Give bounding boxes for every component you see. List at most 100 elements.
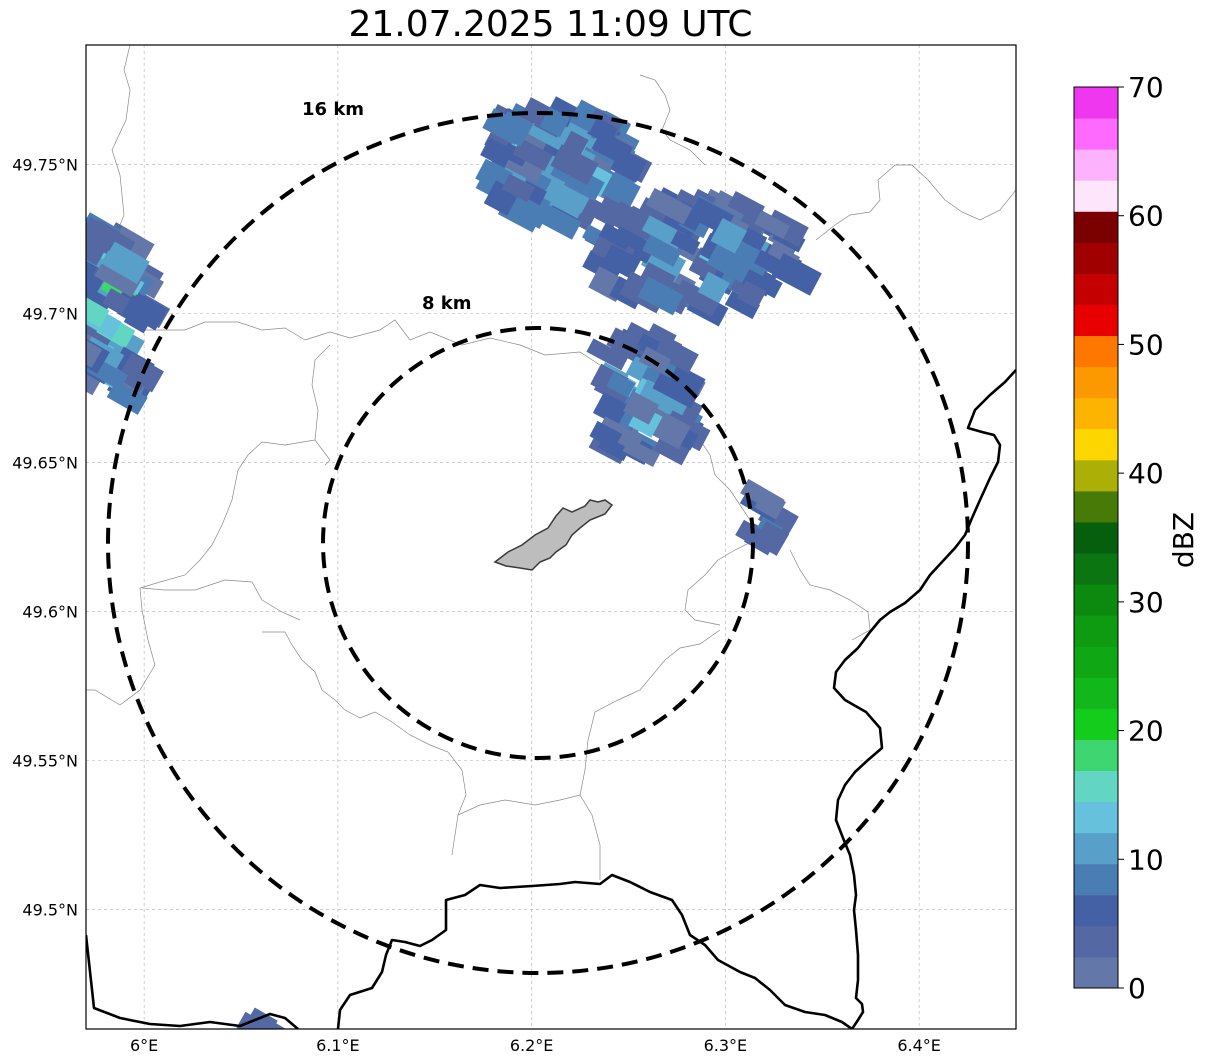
colorbar-tick-label: 40 xyxy=(1128,457,1164,490)
lon-tick-label: 6.2°E xyxy=(510,1036,554,1055)
colorbar-segment xyxy=(1074,397,1118,430)
radar-gate xyxy=(697,271,730,304)
lon-tick-label: 6.1°E xyxy=(316,1036,360,1055)
radar-gate xyxy=(480,137,514,168)
radar-gate xyxy=(606,371,636,398)
radar-gate xyxy=(653,335,699,374)
colorbar-segment xyxy=(1074,366,1118,399)
colorbar-tick-label: 60 xyxy=(1128,200,1164,233)
lat-tick-label: 49.6°N xyxy=(22,603,78,622)
radar-gate xyxy=(94,257,143,298)
colorbar-segment xyxy=(1074,428,1118,461)
colorbar-tick-label: 10 xyxy=(1128,843,1164,876)
colorbar-segment xyxy=(1074,770,1118,803)
lat-tick-label: 49.55°N xyxy=(12,752,78,771)
radar-gate xyxy=(771,253,822,296)
radar-gate xyxy=(586,338,629,371)
colorbar-tick-label: 0 xyxy=(1128,972,1146,1005)
radar-gate xyxy=(637,197,670,226)
colorbar-segment xyxy=(1074,273,1118,305)
lat-tick-label: 49.7°N xyxy=(22,304,78,323)
radar-gate xyxy=(652,372,699,409)
radar-gate xyxy=(598,222,633,251)
radar-gate xyxy=(623,391,660,425)
colorbar-segment xyxy=(1074,739,1118,772)
radar-gate xyxy=(601,244,642,279)
colorbar: 0 10 20 30 40 50 60 70 xyxy=(1073,71,1164,1005)
colorbar-segment xyxy=(1074,646,1118,678)
radar-gate xyxy=(86,296,110,328)
colorbar-segment xyxy=(1074,863,1118,896)
colorbar-segment xyxy=(1074,894,1118,927)
colorbar-tick-label: 20 xyxy=(1128,715,1164,748)
colorbar-segment xyxy=(1074,615,1118,647)
radar-gate xyxy=(550,144,599,186)
colorbar-segment xyxy=(1074,149,1118,181)
lat-tick-label: 49.75°N xyxy=(12,155,78,174)
range-ring-label-8km: 8 km xyxy=(422,293,472,314)
lat-tick-label: 49.65°N xyxy=(12,453,78,472)
radar-gate xyxy=(673,279,721,317)
radar-gate xyxy=(645,187,693,225)
colorbar-tick-label: 70 xyxy=(1128,71,1164,104)
lon-tick-label: 6.3°E xyxy=(704,1036,748,1055)
radar-gate xyxy=(754,210,791,240)
radar-gate xyxy=(706,244,753,283)
lon-tick-label: 6°E xyxy=(130,1036,158,1055)
radar-gate xyxy=(102,288,131,315)
lat-tick-label: 49.5°N xyxy=(22,901,78,920)
colorbar-tick-label: 50 xyxy=(1128,328,1164,361)
radar-gate xyxy=(89,220,121,251)
radar-gate xyxy=(639,261,677,294)
colorbar-segment xyxy=(1074,801,1118,834)
colorbar-segment xyxy=(1074,925,1118,958)
radar-gate xyxy=(710,217,748,254)
radar-gate xyxy=(637,379,679,415)
radar-echoes xyxy=(86,96,822,1029)
radar-gate xyxy=(512,138,553,171)
radar-gate xyxy=(100,240,150,285)
range-ring-8km xyxy=(321,326,755,760)
colorbar-segment xyxy=(1074,87,1118,119)
radar-gate xyxy=(669,364,706,396)
colorbar-segment xyxy=(1074,180,1118,212)
radar-gate xyxy=(245,1007,278,1029)
radar-gate xyxy=(614,209,649,238)
colorbar-segment xyxy=(1074,118,1118,150)
colorbar-segment xyxy=(1074,335,1118,368)
radar-gate xyxy=(535,202,582,240)
colorbar-segment xyxy=(1074,304,1118,337)
range-ring-label-16km: 16 km xyxy=(302,99,364,120)
radar-gate xyxy=(622,438,660,468)
map-title: 21.07.2025 11:09 UTC xyxy=(348,4,753,45)
colorbar-label: dBZ xyxy=(1167,512,1200,568)
city-area-polygon xyxy=(493,499,614,571)
axis-ticks: 6°E 6.1°E 6.2°E 6.3°E 6.4°E 49.5°N 49.55°N 49.6… xyxy=(12,155,941,1055)
colorbar-segment xyxy=(1074,956,1118,989)
radar-gate xyxy=(737,280,767,309)
colorbar-segment xyxy=(1074,459,1118,492)
radar-gate xyxy=(592,392,629,427)
range-rings xyxy=(106,111,970,975)
lon-tick-label: 6.4°E xyxy=(897,1036,941,1055)
radar-gate xyxy=(86,331,103,368)
map-frame xyxy=(85,44,1017,1030)
colorbar-segment xyxy=(1074,584,1118,616)
radar-gate xyxy=(569,105,598,133)
radar-gate xyxy=(724,290,760,320)
radar-gate xyxy=(637,276,684,316)
radar-gate xyxy=(754,489,787,520)
radar-gate xyxy=(589,420,623,450)
radar-gate xyxy=(501,173,536,203)
colorbar-tick-label: 30 xyxy=(1128,586,1164,619)
colorbar-segment xyxy=(1074,242,1118,274)
national-borders xyxy=(86,369,1016,1029)
colorbar-frame xyxy=(1073,86,1119,989)
radar-gate xyxy=(86,356,103,396)
radar-gate xyxy=(587,116,618,145)
radar-gate xyxy=(642,233,683,267)
colorbar-segment xyxy=(1074,490,1118,523)
colorbar-segment xyxy=(1074,708,1118,740)
colorbar-segment xyxy=(1074,211,1118,243)
colorbar-segment xyxy=(1074,553,1118,585)
